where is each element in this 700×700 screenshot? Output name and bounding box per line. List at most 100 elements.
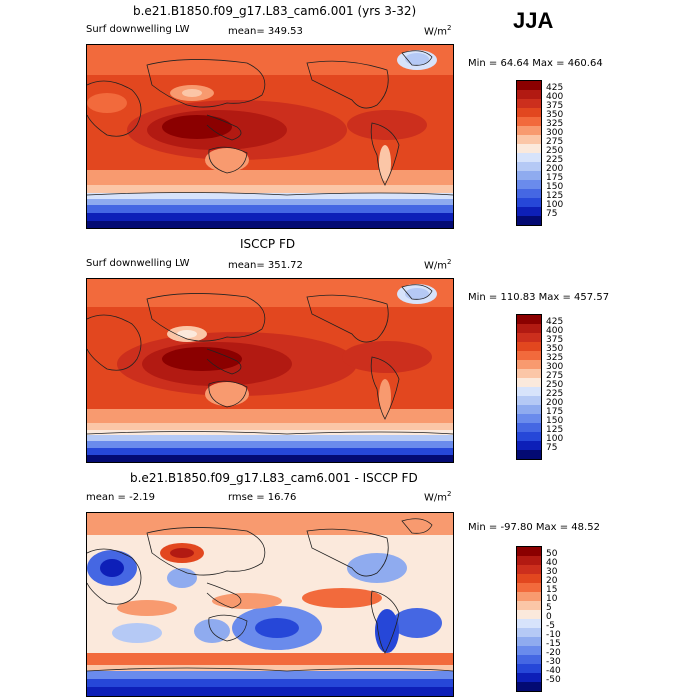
panel-3-minmax: Min = -97.80 Max = 48.52 xyxy=(468,522,600,533)
colorbar-tick-label: 30 xyxy=(546,567,558,577)
colorbar-swatch xyxy=(517,637,541,647)
colorbar-tick-label: 250 xyxy=(546,146,564,156)
season-label: JJA xyxy=(513,8,554,33)
colorbar-swatch xyxy=(517,441,541,451)
panel-3-units-text: W/m xyxy=(424,492,447,504)
colorbar-tick-label: 350 xyxy=(546,110,564,120)
panel-3-colorbar-svg xyxy=(517,547,541,692)
colorbar-tick-label: 20 xyxy=(546,576,558,586)
panel-3-mean-label: mean = -2.19 xyxy=(86,492,155,503)
colorbar-swatch xyxy=(517,351,541,361)
colorbar-swatch xyxy=(517,655,541,665)
colorbar-tick-label: 375 xyxy=(546,335,564,345)
panel-1-colorbar xyxy=(516,80,542,226)
colorbar-tick-label: 15 xyxy=(546,585,558,595)
colorbar-tick-label: 200 xyxy=(546,398,564,408)
colorbar-swatch xyxy=(517,664,541,674)
colorbar-tick-label: 225 xyxy=(546,389,564,399)
panel-1-variable-label: Surf downwelling LW xyxy=(86,24,190,35)
panel-2-colorbar-svg xyxy=(517,315,541,460)
colorbar-tick-label: 425 xyxy=(546,83,564,93)
colorbar-tick-label: 100 xyxy=(546,200,564,210)
colorbar-tick-label: 225 xyxy=(546,155,564,165)
colorbar-swatch xyxy=(517,601,541,611)
colorbar-swatch xyxy=(517,216,541,226)
colorbar-tick-label: 325 xyxy=(546,119,564,129)
colorbar-tick-label: 325 xyxy=(546,353,564,363)
colorbar-tick-label: 400 xyxy=(546,92,564,102)
colorbar-swatch xyxy=(517,126,541,136)
panel-1-title: b.e21.B1850.f09_g17.L83_cam6.001 (yrs 3-… xyxy=(133,4,417,18)
colorbar-swatch xyxy=(517,556,541,566)
colorbar-swatch xyxy=(517,387,541,397)
panel-3-colorbar-labels: 50 40 30 20 15 10 5 0 -5 -10 -15 -20 -30 -40 -50 xyxy=(546,546,586,690)
colorbar-tick-label: -20 xyxy=(546,648,561,658)
panel-2-mean-label: mean= 351.72 xyxy=(228,260,303,271)
colorbar-swatch xyxy=(517,144,541,154)
colorbar-swatch xyxy=(517,592,541,602)
colorbar-tick-label: 50 xyxy=(546,549,558,559)
colorbar-swatch xyxy=(517,574,541,584)
colorbar-swatch xyxy=(517,378,541,388)
colorbar-tick-label: -15 xyxy=(546,639,561,649)
colorbar-swatch xyxy=(517,646,541,656)
colorbar-swatch xyxy=(517,369,541,379)
colorbar-swatch xyxy=(517,153,541,163)
colorbar-tick-label: -5 xyxy=(546,621,555,631)
colorbar-swatch xyxy=(517,682,541,692)
panel-3-units: W/m2 xyxy=(424,490,451,503)
colorbar-swatch xyxy=(517,81,541,91)
colorbar-tick-label: 375 xyxy=(546,101,564,111)
colorbar-swatch xyxy=(517,315,541,325)
panel-1-colorbar-labels: 425 400 375 350 325 300 275 250 225 200 175 150 125 1… xyxy=(546,80,586,224)
colorbar-tick-label: 275 xyxy=(546,371,564,381)
colorbar-tick-label: -30 xyxy=(546,657,561,667)
panel-3-map xyxy=(86,512,454,697)
colorbar-swatch xyxy=(517,673,541,683)
panel-1-units-text: W/m xyxy=(424,26,447,38)
colorbar-swatch xyxy=(517,117,541,127)
panel-1-map xyxy=(86,44,454,229)
colorbar-swatch xyxy=(517,565,541,575)
panel-3-units-sup: 2 xyxy=(447,490,452,498)
colorbar-tick-label: -10 xyxy=(546,630,561,640)
panel-1-minmax: Min = 64.64 Max = 460.64 xyxy=(468,58,603,69)
colorbar-swatch xyxy=(517,414,541,424)
colorbar-tick-label: 250 xyxy=(546,380,564,390)
colorbar-tick-label: 150 xyxy=(546,182,564,192)
colorbar-swatch xyxy=(517,432,541,442)
colorbar-swatch xyxy=(517,180,541,190)
colorbar-swatch xyxy=(517,405,541,415)
colorbar-tick-label: 40 xyxy=(546,558,558,568)
colorbar-tick-label: 125 xyxy=(546,191,564,201)
panel-1-map-svg xyxy=(87,45,453,228)
colorbar-swatch xyxy=(517,135,541,145)
colorbar-tick-label: -50 xyxy=(546,675,561,685)
colorbar-swatch xyxy=(517,189,541,199)
colorbar-tick-label: -40 xyxy=(546,666,561,676)
colorbar-swatch xyxy=(517,90,541,100)
colorbar-swatch xyxy=(517,207,541,217)
colorbar-tick-label: 75 xyxy=(546,443,558,453)
colorbar-tick-label: 125 xyxy=(546,425,564,435)
panel-2-variable-label: Surf downwelling LW xyxy=(86,258,190,269)
panel-3-colorbar xyxy=(516,546,542,692)
colorbar-tick-label: 300 xyxy=(546,362,564,372)
colorbar-swatch xyxy=(517,360,541,370)
colorbar-tick-label: 275 xyxy=(546,137,564,147)
panel-1-units-sup: 2 xyxy=(447,24,452,32)
panel-2-minmax: Min = 110.83 Max = 457.57 xyxy=(468,292,610,303)
colorbar-tick-label: 175 xyxy=(546,173,564,183)
panel-3-rmse-label: rmse = 16.76 xyxy=(228,492,297,503)
colorbar-tick-label: 425 xyxy=(546,317,564,327)
colorbar-tick-label: 175 xyxy=(546,407,564,417)
colorbar-tick-label: 100 xyxy=(546,434,564,444)
colorbar-tick-label: 5 xyxy=(546,603,552,613)
panel-1-mean-label: mean= 349.53 xyxy=(228,26,303,37)
colorbar-swatch xyxy=(517,108,541,118)
panel-1-units: W/m2 xyxy=(424,24,451,37)
panel-2-units-text: W/m xyxy=(424,260,447,272)
colorbar-tick-label: 150 xyxy=(546,416,564,426)
panel-2-map-svg xyxy=(87,279,453,462)
colorbar-swatch xyxy=(517,396,541,406)
